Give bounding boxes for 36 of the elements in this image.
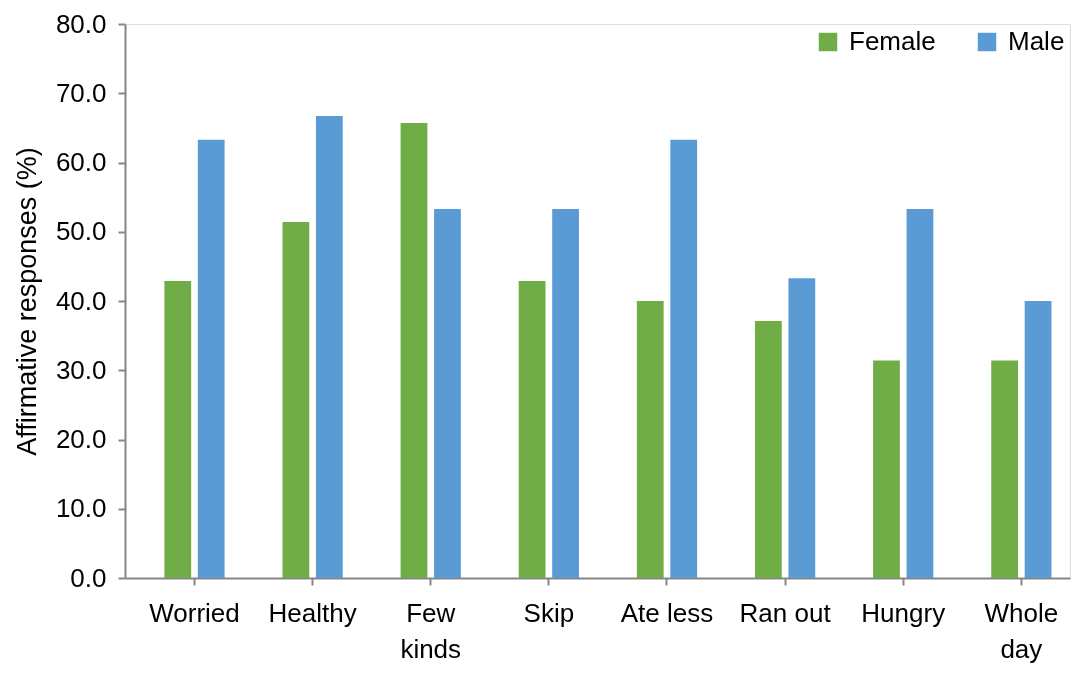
legend-label: Female <box>849 26 936 56</box>
y-tick-label: 80.0 <box>55 8 107 39</box>
bar <box>434 208 461 578</box>
bar <box>670 139 698 578</box>
bar <box>164 280 192 578</box>
bar <box>552 208 579 578</box>
y-tick-label: 30.0 <box>55 354 107 385</box>
bar <box>788 278 816 578</box>
y-tick-label: 20.0 <box>55 424 107 454</box>
bar <box>906 208 934 578</box>
bar <box>754 321 782 578</box>
y-axis-title: Affirmative responses (%) <box>11 147 42 456</box>
x-tick-label: Ran out <box>739 597 832 628</box>
y-tick-label: 70.0 <box>55 77 107 108</box>
bar <box>873 360 900 578</box>
x-tick-label: Whole day <box>984 597 1059 664</box>
legend-label: Male <box>1008 26 1065 56</box>
bar <box>197 139 225 578</box>
y-tick-label: 60.0 <box>55 147 107 177</box>
x-tick-label: Hungry <box>861 597 946 628</box>
x-tick-label: Few kinds <box>400 597 462 664</box>
x-tick-label: Healthy <box>268 597 357 628</box>
bar <box>991 360 1019 578</box>
x-tick-label: Skip <box>523 597 575 628</box>
bar <box>400 123 428 578</box>
bar <box>282 222 310 578</box>
x-tick-label: Worried <box>149 597 240 628</box>
bar <box>636 301 664 578</box>
y-tick-label: 10.0 <box>55 493 107 524</box>
y-tick-label: 50.0 <box>55 216 107 247</box>
y-tick-label: 40.0 <box>55 285 107 316</box>
bar <box>315 116 343 578</box>
x-tick-label: Ate less <box>620 597 714 628</box>
y-tick-label: 0.0 <box>70 562 107 593</box>
bar <box>1024 301 1052 578</box>
bar <box>518 280 546 578</box>
